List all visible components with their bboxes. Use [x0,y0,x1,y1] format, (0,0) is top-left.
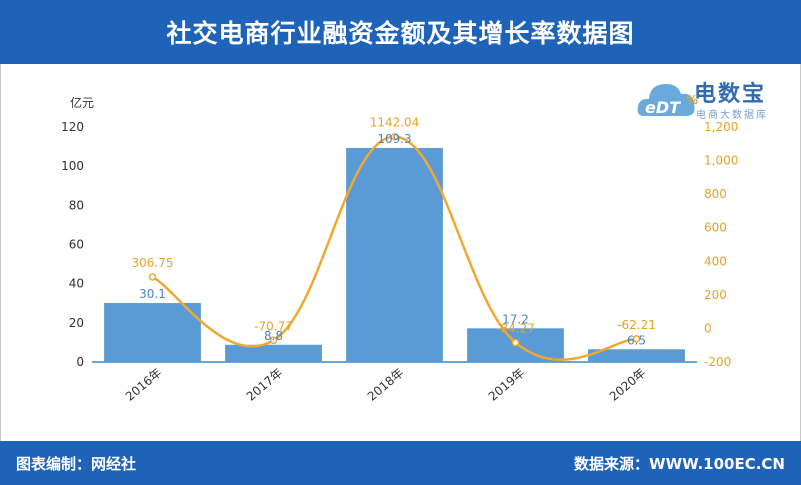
y-tick-label-left: 100 [61,159,84,173]
growth-rate-label: -84.27 [496,322,535,336]
chart-svg: 亿元 0 20 40 60 80 100 120 -200 0 200 400 600 800 1,00… [61,95,738,404]
bar-value-label: 6.5 [627,333,646,347]
y-tick-label-left: 40 [69,277,84,291]
bar-value-label: 17.2 [502,312,529,326]
y-tick-label-right: 400 [704,254,727,268]
y-axis-right: -200 0 200 400 600 800 1,000 1,200 [704,120,738,369]
y-tick-label-right: 600 [704,221,727,235]
bar [104,303,201,362]
logo-percent-mark: % [686,93,698,107]
footer-source: 数据来源：WWW.100EC.CN [574,455,785,473]
y-tick-label-right: 800 [704,187,727,201]
growth-rate-labels: 306.75 -70.77 1142.04 -84.27 -62.21 [132,116,656,336]
y-tick-label-left: 20 [69,316,84,330]
growth-rate-points [148,132,641,347]
line-point [390,132,399,141]
line-point [511,338,520,347]
logo: eDT % 电数宝 电商大数据库 [636,70,796,130]
growth-rate-label: 306.75 [132,256,174,270]
footer-credit: 图表编制：网经社 [16,455,137,473]
x-tick-label: 2020年 [607,366,649,404]
y-tick-label-right: 1,000 [704,154,738,168]
bar [225,344,322,362]
y-tick-label-right: -200 [704,355,731,369]
growth-rate-label: -62.21 [617,318,656,332]
y-axis-left: 0 20 40 60 80 100 120 [61,120,84,369]
bar-value-labels: 30.1 8.8 109.3 17.2 6.5 [139,132,646,347]
line-point [269,336,278,345]
x-tick-label: 2017年 [244,366,286,404]
bar-value-label: 8.8 [264,329,283,343]
x-tick-label: 2019年 [486,366,528,404]
logo-icon-text: eDT [645,98,681,117]
y-tick-label-left: 0 [76,355,84,369]
y-tick-label-left: 120 [61,120,84,134]
bar-series [104,147,685,362]
bar [588,349,685,362]
bar-value-label: 109.3 [377,132,411,146]
bar-value-label: 30.1 [139,287,166,301]
y-tick-label-right: 200 [704,288,727,302]
footer-bar: 图表编制：网经社 数据来源：WWW.100EC.CN [0,441,801,485]
title-bar: 社交电商行业融资金额及其增长率数据图 [0,0,801,64]
x-tick-label: 2018年 [365,366,407,404]
cloud-logo-icon: eDT % [637,84,698,117]
x-tick-label: 2016年 [123,366,165,404]
y-axis-unit-label: 亿元 [70,95,94,110]
y-tick-label-right: 1,200 [704,120,738,134]
logo-name: 电数宝 [694,82,767,107]
growth-rate-label: 1142.04 [370,116,420,130]
y-tick-label-left: 80 [69,198,84,212]
line-point [148,273,157,281]
chart-title: 社交电商行业融资金额及其增长率数据图 [166,19,635,48]
logo-tagline: 电商大数据库 [696,110,768,121]
bar [346,147,443,362]
growth-rate-label: -70.77 [254,319,293,333]
x-axis-labels: 2016年 2017年 2018年 2019年 2020年 [123,366,649,404]
y-tick-label-left: 60 [69,238,84,252]
y-tick-label-right: 0 [704,321,712,335]
line-point [632,335,641,343]
